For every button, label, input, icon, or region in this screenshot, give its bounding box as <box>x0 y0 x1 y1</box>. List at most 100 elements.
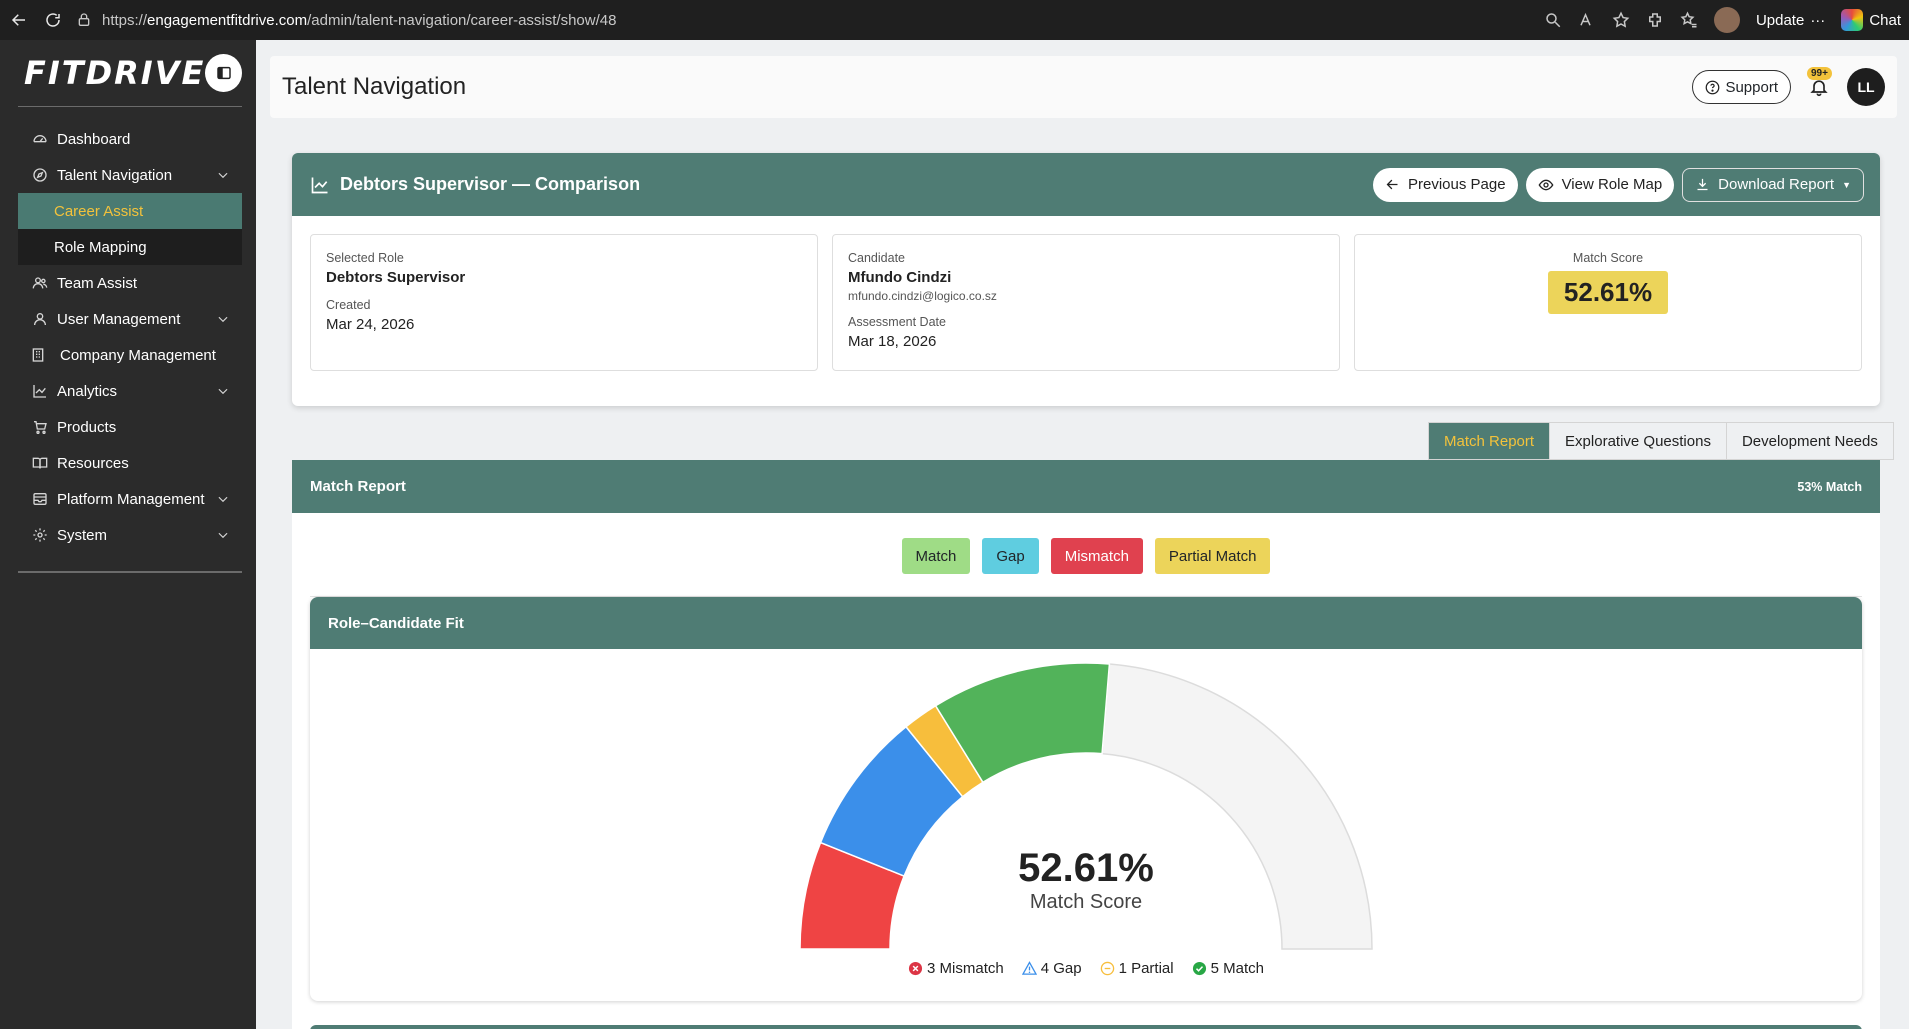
gauge-svg <box>799 663 1373 950</box>
tab-match-report[interactable]: Match Report <box>1428 422 1551 460</box>
profile-avatar[interactable] <box>1713 7 1740 33</box>
selected-role-value: Debtors Supervisor <box>326 269 466 286</box>
user-avatar[interactable]: LL <box>1847 68 1885 106</box>
match-score-box: Match Score 52.61% <box>1354 234 1862 371</box>
selected-role-box: Selected Role Debtors Supervisor Created… <box>310 234 818 371</box>
zoom-icon[interactable] <box>1544 11 1562 29</box>
browser-toolbar: https://engagementfitdrive.com/admin/tal… <box>0 0 1909 40</box>
sidebar-item-label: Platform Management <box>57 490 205 508</box>
help-circle-icon <box>1706 80 1720 94</box>
gauge-legend-match: 5 Match <box>1192 960 1264 977</box>
candidate-label: Candidate <box>848 251 905 265</box>
update-button[interactable]: Update ··· <box>1756 12 1825 29</box>
chevron-down-icon <box>218 388 228 395</box>
sidebar-menu: Dashboard Talent Navigation Career Assis… <box>0 107 256 553</box>
tray-icon <box>33 493 47 505</box>
sidebar-toggle-button[interactable] <box>205 54 242 92</box>
next-section-header <box>310 1025 1862 1029</box>
sidebar-item-user-management[interactable]: User Management <box>0 301 256 337</box>
gauge-chart: 52.61% Match Score 3 Mismatch 4 Gap 1 Pa… <box>310 649 1862 1001</box>
sidebar-item-career-assist[interactable]: Career Assist <box>18 193 242 229</box>
view-role-map-button[interactable]: View Role Map <box>1525 167 1675 202</box>
sidebar-item-label: Talent Navigation <box>57 166 173 184</box>
more-dots-icon: ··· <box>1810 11 1826 29</box>
sidebar-divider <box>18 106 242 107</box>
sidebar-divider <box>18 571 242 573</box>
sidebar: FITDRIVE Dashboard Talent Navigation Car… <box>0 40 256 1029</box>
sidebar-toggle-icon <box>216 66 231 80</box>
view-role-map-label: View Role Map <box>1561 176 1663 193</box>
url-host: engagementfitdrive.com <box>147 11 308 29</box>
gear-icon <box>33 528 47 542</box>
match-report-title: Match Report <box>310 478 406 495</box>
sidebar-item-analytics[interactable]: Analytics <box>0 373 256 409</box>
candidate-email: mfundo.cindzi@logico.co.sz <box>848 289 997 303</box>
compass-icon <box>33 168 47 182</box>
gauge-legend-label: 3 Mismatch <box>927 960 1004 977</box>
url-prefix: https:// <box>102 11 148 29</box>
chart-line-icon <box>33 385 46 398</box>
sidebar-item-label: User Management <box>57 310 181 328</box>
match-score-label: Match Score <box>1572 251 1644 265</box>
page-title: Talent Navigation <box>282 73 467 100</box>
support-button[interactable]: Support <box>1692 70 1791 104</box>
sidebar-item-resources[interactable]: Resources <box>0 445 256 481</box>
tab-explorative-questions[interactable]: Explorative Questions <box>1549 422 1727 460</box>
read-aloud-icon[interactable] <box>1578 11 1596 29</box>
legend-gap: Gap <box>982 538 1039 574</box>
sidebar-item-label: System <box>57 526 108 544</box>
sidebar-item-platform-management[interactable]: Platform Management <box>0 481 256 517</box>
copilot-icon <box>1841 9 1864 31</box>
download-report-label: Download Report <box>1718 176 1835 193</box>
sidebar-item-system[interactable]: System <box>0 517 256 553</box>
book-icon <box>32 457 48 469</box>
assessment-date-value: Mar 18, 2026 <box>848 333 937 350</box>
sidebar-item-label: Company Management <box>60 346 216 364</box>
sidebar-item-label: Dashboard <box>57 130 131 148</box>
page-header: Talent Navigation Support 99+ LL <box>270 56 1897 118</box>
reload-button[interactable] <box>38 5 68 35</box>
report-tabs: Match Report Explorative Questions Devel… <box>1428 422 1894 460</box>
site-info-icon[interactable] <box>76 12 92 28</box>
favorites-icon[interactable] <box>1680 11 1698 29</box>
chevron-down-icon <box>218 496 228 503</box>
update-label: Update <box>1755 11 1805 29</box>
assessment-date-label: Assessment Date <box>848 315 946 329</box>
copilot-chat-button[interactable]: Chat <box>1841 9 1901 31</box>
sidebar-item-dashboard[interactable]: Dashboard <box>0 121 256 157</box>
x-circle-icon <box>908 961 923 976</box>
chevron-down-icon <box>218 172 228 179</box>
previous-page-button[interactable]: Previous Page <box>1373 167 1518 202</box>
gauge-score-value: 52.61% <box>1018 846 1154 890</box>
back-button[interactable] <box>4 5 34 35</box>
reload-icon <box>46 13 60 27</box>
sidebar-item-company-management[interactable]: Company Management <box>0 337 256 373</box>
sidebar-item-products[interactable]: Products <box>0 409 256 445</box>
sidebar-item-label: Resources <box>57 454 129 472</box>
gauge-legend: 3 Mismatch 4 Gap 1 Partial 5 Match <box>310 960 1862 977</box>
gauge-legend-label: 1 Partial <box>1118 960 1174 977</box>
selected-role-label: Selected Role <box>326 251 404 265</box>
trend-chart-icon <box>311 177 328 193</box>
eye-icon <box>1538 179 1553 190</box>
candidate-name: Mfundo Cindzi <box>848 269 952 286</box>
category-legend: Match Gap Mismatch Partial Match <box>292 513 1880 590</box>
check-circle-icon <box>1192 961 1206 976</box>
sidebar-item-role-mapping[interactable]: Role Mapping <box>18 229 242 265</box>
arrow-left-icon <box>1386 179 1398 190</box>
chat-label: Chat <box>1869 11 1901 29</box>
extensions-icon[interactable] <box>1646 11 1664 29</box>
comparison-card: Debtors Supervisor — Comparison Previous… <box>292 153 1880 406</box>
sidebar-item-talent-navigation[interactable]: Talent Navigation <box>0 157 256 193</box>
notifications-button[interactable]: 99+ <box>1807 67 1832 97</box>
users-icon <box>32 277 48 289</box>
role-candidate-fit-card: Role–Candidate Fit 52.61% Match Score 3 … <box>310 597 1862 1001</box>
sidebar-item-team-assist[interactable]: Team Assist <box>0 265 256 301</box>
building-icon <box>32 348 44 362</box>
favorite-star-icon[interactable] <box>1612 11 1630 29</box>
download-report-button[interactable]: Download Report ▼ <box>1682 167 1864 202</box>
address-bar[interactable]: https://engagementfitdrive.com/admin/tal… <box>68 0 1544 40</box>
dashboard-icon <box>33 135 47 143</box>
sidebar-item-label: Products <box>57 418 117 436</box>
tab-development-needs[interactable]: Development Needs <box>1725 422 1894 460</box>
